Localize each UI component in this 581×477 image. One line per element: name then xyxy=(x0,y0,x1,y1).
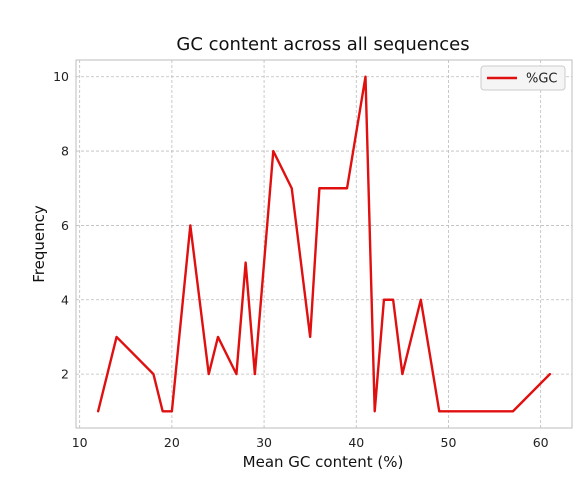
x-axis-label: Mean GC content (%) xyxy=(243,453,404,471)
y-tick-label: 8 xyxy=(61,144,69,159)
series-point xyxy=(217,336,219,338)
series-point xyxy=(207,373,210,375)
series-point xyxy=(171,410,173,413)
series-point xyxy=(383,298,385,301)
series-point xyxy=(420,298,422,301)
series-point xyxy=(115,336,118,338)
x-tick-label: 50 xyxy=(441,435,457,450)
series-point xyxy=(346,187,348,190)
series-point xyxy=(161,410,164,413)
series-point xyxy=(290,187,293,190)
series-point xyxy=(254,373,256,375)
x-tick-label: 20 xyxy=(164,435,180,450)
series-point xyxy=(364,75,367,78)
series-layer xyxy=(96,75,552,413)
x-tick-label: 30 xyxy=(256,435,272,450)
series-point xyxy=(272,150,275,152)
grid-lines xyxy=(76,60,572,428)
y-axis-label: Frequency xyxy=(30,205,48,283)
y-tick-label: 10 xyxy=(53,69,69,84)
series-point xyxy=(97,410,99,413)
series-point xyxy=(152,373,155,375)
y-tick-label: 4 xyxy=(61,292,69,307)
plot-area xyxy=(76,60,572,428)
series-point xyxy=(235,373,238,375)
y-tick-label: 2 xyxy=(61,367,69,382)
series-point xyxy=(401,373,404,375)
legend-box xyxy=(480,65,566,91)
y-tick-label: 6 xyxy=(61,218,69,233)
plot-frame xyxy=(75,59,573,429)
series-point xyxy=(373,410,376,413)
series-point xyxy=(309,336,311,338)
legend: %GC xyxy=(480,65,566,91)
series-point xyxy=(512,410,514,413)
series-point xyxy=(189,224,192,227)
series-point xyxy=(549,373,551,375)
series-point xyxy=(392,298,394,301)
series-point xyxy=(318,187,321,190)
x-tick-label: 60 xyxy=(533,435,549,450)
axis-ticks: 10 20 30 40 50 60 2 4 6 8 10 xyxy=(53,69,549,450)
series-point xyxy=(438,410,441,413)
series-point xyxy=(244,261,247,264)
chart-title: GC content across all sequences xyxy=(176,34,469,55)
x-tick-label: 10 xyxy=(72,435,88,450)
x-tick-label: 40 xyxy=(348,435,364,450)
legend-label: %GC xyxy=(526,72,558,87)
